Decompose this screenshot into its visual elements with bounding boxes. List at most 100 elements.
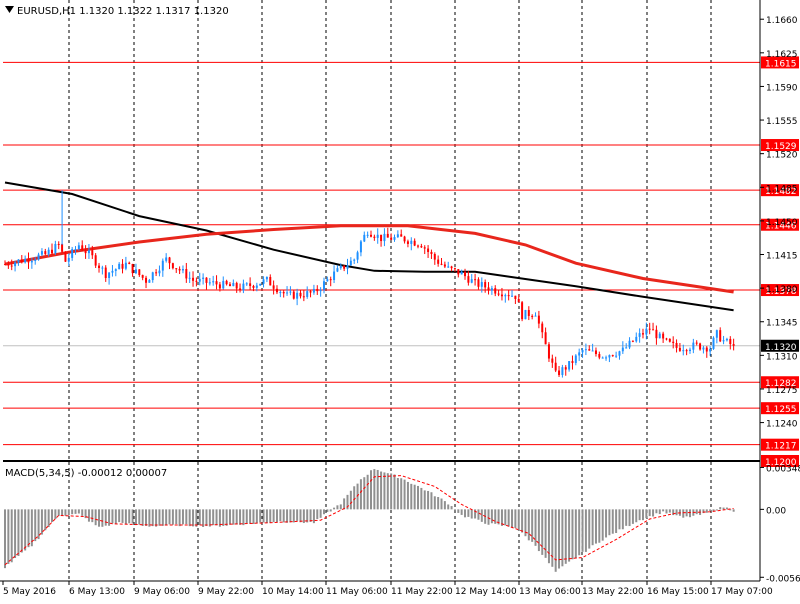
candle-body xyxy=(437,259,440,264)
candle-body xyxy=(688,349,691,352)
macd-bar xyxy=(47,509,50,528)
macd-bar xyxy=(437,497,440,510)
level-price-label: 1.1378 xyxy=(765,287,797,297)
candle-body xyxy=(282,292,285,294)
candle-body xyxy=(10,265,13,267)
candle-body xyxy=(353,259,356,261)
candle-body xyxy=(423,247,426,249)
macd-bar xyxy=(87,509,90,522)
candle-body xyxy=(17,259,20,263)
candle-body xyxy=(608,355,611,358)
macd-bar xyxy=(511,509,514,528)
price-tick-label: 1.1590 xyxy=(766,83,798,93)
candle-body xyxy=(178,268,181,271)
candle-body xyxy=(165,257,168,261)
macd-bar xyxy=(474,509,477,519)
macd-bar xyxy=(712,509,715,512)
candle-body xyxy=(715,330,718,338)
candle-body xyxy=(652,329,655,331)
macd-bar xyxy=(500,509,503,526)
candle-body xyxy=(584,349,587,351)
macd-bar xyxy=(141,509,144,526)
macd-bar xyxy=(343,498,346,510)
macd-bar xyxy=(67,509,70,516)
candle-body xyxy=(675,343,678,348)
candle-body xyxy=(480,282,483,287)
macd-bar xyxy=(61,509,64,517)
macd-bar xyxy=(406,481,409,510)
macd-bar xyxy=(460,509,463,515)
macd-bar xyxy=(702,509,705,514)
macd-bar xyxy=(615,509,618,533)
dropdown-triangle-icon[interactable] xyxy=(5,6,14,13)
candle-body xyxy=(306,291,309,297)
candle-body xyxy=(460,271,463,275)
candle-body xyxy=(74,249,77,251)
macd-bar xyxy=(410,483,413,510)
macd-bar xyxy=(568,509,571,562)
macd-bar xyxy=(111,509,114,524)
macd-bar xyxy=(497,509,500,525)
macd-bar xyxy=(255,509,258,523)
candle-body xyxy=(245,283,248,285)
candle-body xyxy=(571,361,574,363)
candle-body xyxy=(322,281,325,290)
macd-bar xyxy=(114,509,117,524)
candle-body xyxy=(638,333,641,337)
candle-body xyxy=(400,234,403,237)
macd-bar xyxy=(547,509,550,564)
candle-body xyxy=(376,234,379,238)
macd-bar xyxy=(685,509,688,517)
candle-body xyxy=(302,296,305,298)
candle-body xyxy=(215,281,218,285)
macd-bar xyxy=(605,509,608,538)
macd-bar xyxy=(242,509,245,526)
macd-bar xyxy=(91,509,94,523)
candle-body xyxy=(108,272,111,278)
candle-body xyxy=(558,370,561,375)
macd-bar xyxy=(185,509,188,525)
candle-body xyxy=(84,250,87,254)
macd-bar xyxy=(118,509,121,523)
macd-bar xyxy=(74,509,77,514)
candle-body xyxy=(507,295,510,297)
macd-pane[interactable]: MACD(5,34,5) -0.00012 0.00007 xyxy=(4,462,735,581)
current-price-badge xyxy=(761,339,799,352)
macd-bar xyxy=(245,509,248,524)
candle-body xyxy=(235,282,238,289)
candle-body xyxy=(118,263,121,270)
candle-body xyxy=(712,337,715,349)
candle-body xyxy=(30,260,33,263)
candle-body xyxy=(662,333,665,339)
candle-body xyxy=(101,267,104,269)
candle-body xyxy=(685,350,688,352)
candle-body xyxy=(292,291,295,299)
price-pane[interactable] xyxy=(3,0,760,462)
macd-bar xyxy=(628,509,631,527)
candle-body xyxy=(81,245,84,251)
level-price-label: 1.1282 xyxy=(765,379,797,389)
time-axis[interactable]: 5 May 2016 6 May 13:00 9 May 06:00 9 May 22… xyxy=(2,581,773,597)
macd-bar xyxy=(524,509,527,537)
macd-bar xyxy=(521,509,524,533)
macd-bar xyxy=(346,494,349,510)
macd-bar xyxy=(453,509,456,511)
candle-body xyxy=(568,361,571,370)
macd-bar xyxy=(14,509,17,558)
macd-bar xyxy=(688,509,691,518)
macd-bar xyxy=(104,509,107,526)
candle-body xyxy=(299,292,302,297)
macd-bar xyxy=(34,509,37,542)
macd-bar xyxy=(269,509,272,523)
candle-body xyxy=(121,263,124,269)
macd-bar xyxy=(302,509,305,524)
level-price-label: 1.1615 xyxy=(765,59,797,69)
candle-body xyxy=(104,267,107,278)
candle-body xyxy=(511,295,514,297)
price-axis[interactable]: 1.16151.15291.14821.14461.13781.12821.12… xyxy=(760,16,799,468)
candle-body xyxy=(333,271,336,281)
time-tick-label: 13 May 06:00 xyxy=(519,587,581,597)
candle-body xyxy=(500,294,503,297)
